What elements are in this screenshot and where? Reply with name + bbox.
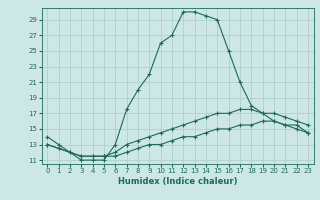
X-axis label: Humidex (Indice chaleur): Humidex (Indice chaleur) [118, 177, 237, 186]
